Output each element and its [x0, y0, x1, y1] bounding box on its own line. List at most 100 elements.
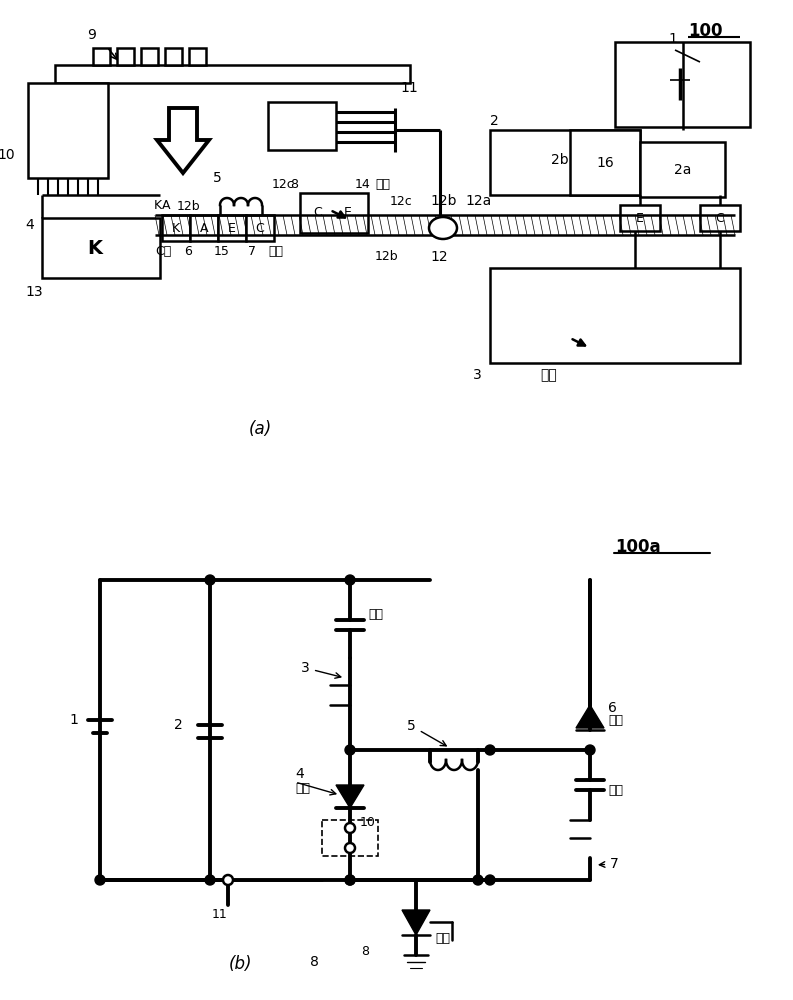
Circle shape	[345, 575, 355, 585]
Text: C点: C点	[155, 245, 171, 258]
Ellipse shape	[429, 217, 457, 239]
Text: 7: 7	[248, 245, 256, 258]
Text: 15: 15	[214, 245, 230, 258]
Text: 8: 8	[290, 178, 298, 191]
Circle shape	[205, 875, 215, 885]
Bar	[189, 48, 206, 65]
Bar	[162, 215, 190, 241]
Text: 2b: 2b	[551, 153, 569, 167]
Bar	[700, 205, 740, 231]
FancyArrowPatch shape	[573, 339, 585, 346]
Bar	[218, 215, 246, 241]
Circle shape	[345, 843, 355, 853]
Text: 2: 2	[490, 114, 499, 128]
Text: 1: 1	[668, 32, 677, 46]
Text: 8: 8	[310, 955, 319, 969]
Bar	[490, 268, 740, 363]
Text: 13: 13	[25, 285, 43, 299]
Bar	[55, 65, 410, 83]
Text: 16: 16	[596, 156, 614, 170]
Text: K: K	[87, 238, 102, 257]
Circle shape	[345, 875, 355, 885]
Text: 6: 6	[608, 701, 617, 715]
Bar	[570, 130, 640, 195]
Bar	[28, 83, 108, 178]
Bar	[640, 142, 725, 197]
Bar	[117, 48, 134, 65]
Bar	[620, 205, 660, 231]
Text: A: A	[162, 199, 170, 212]
Text: 2a: 2a	[674, 163, 691, 177]
Circle shape	[485, 875, 495, 885]
Text: 12a: 12a	[465, 194, 491, 208]
Circle shape	[95, 875, 105, 885]
Circle shape	[345, 745, 355, 755]
Bar	[93, 48, 110, 65]
Bar	[615, 42, 750, 127]
Text: 关断: 关断	[608, 714, 623, 726]
Text: 6: 6	[184, 245, 192, 258]
Polygon shape	[157, 108, 209, 173]
Text: 3: 3	[301, 661, 341, 678]
Bar	[322, 820, 378, 856]
Bar	[268, 102, 336, 150]
Bar	[490, 130, 640, 195]
Bar	[141, 48, 158, 65]
Text: 2: 2	[174, 718, 183, 732]
Text: 1: 1	[69, 713, 78, 727]
Text: 4: 4	[295, 767, 304, 781]
Circle shape	[485, 745, 495, 755]
Text: C: C	[313, 207, 323, 220]
Text: 12b: 12b	[430, 194, 457, 208]
Circle shape	[345, 823, 355, 833]
Text: 11: 11	[400, 81, 418, 95]
Text: 关断: 关断	[608, 784, 623, 796]
Text: 5: 5	[408, 719, 446, 746]
Polygon shape	[402, 910, 430, 935]
Text: 关断: 关断	[540, 368, 557, 382]
Text: 10: 10	[360, 816, 376, 828]
Text: 关断: 关断	[295, 782, 310, 794]
Text: 4: 4	[25, 218, 34, 232]
Text: 12b: 12b	[375, 250, 399, 263]
Text: C: C	[255, 222, 264, 234]
Text: 11: 11	[212, 908, 228, 921]
Text: C: C	[715, 212, 724, 225]
Text: E: E	[636, 212, 644, 225]
Text: (a): (a)	[248, 420, 272, 438]
Bar	[190, 215, 218, 241]
Text: 关断: 关断	[375, 178, 390, 191]
Polygon shape	[336, 785, 364, 808]
Text: 关断: 关断	[268, 245, 283, 258]
Polygon shape	[576, 705, 604, 728]
Circle shape	[223, 875, 233, 885]
Text: 12c: 12c	[272, 178, 295, 191]
Text: 7: 7	[600, 857, 619, 871]
FancyArrowPatch shape	[332, 211, 345, 218]
Text: K: K	[154, 199, 162, 212]
Text: 12b: 12b	[176, 200, 200, 214]
Text: 关断: 关断	[435, 932, 450, 944]
Bar	[165, 48, 182, 65]
Text: 8: 8	[361, 945, 369, 958]
Text: 12: 12	[430, 250, 447, 264]
Text: 100a: 100a	[615, 538, 661, 556]
Text: 9: 9	[87, 28, 97, 42]
Text: 14: 14	[355, 178, 371, 191]
Text: K: K	[172, 222, 180, 234]
Text: 12c: 12c	[390, 195, 412, 208]
Circle shape	[345, 875, 355, 885]
Bar	[246, 215, 274, 241]
Bar	[300, 193, 368, 233]
Text: E: E	[228, 222, 236, 234]
Text: 5: 5	[213, 171, 221, 185]
Circle shape	[205, 575, 215, 585]
Text: E: E	[344, 207, 352, 220]
Text: (b): (b)	[228, 955, 251, 973]
Text: 3: 3	[473, 368, 482, 382]
Text: A: A	[200, 222, 209, 234]
Text: 关断: 关断	[368, 608, 383, 621]
Text: 10: 10	[0, 148, 15, 162]
Circle shape	[585, 745, 595, 755]
Bar	[42, 218, 160, 278]
